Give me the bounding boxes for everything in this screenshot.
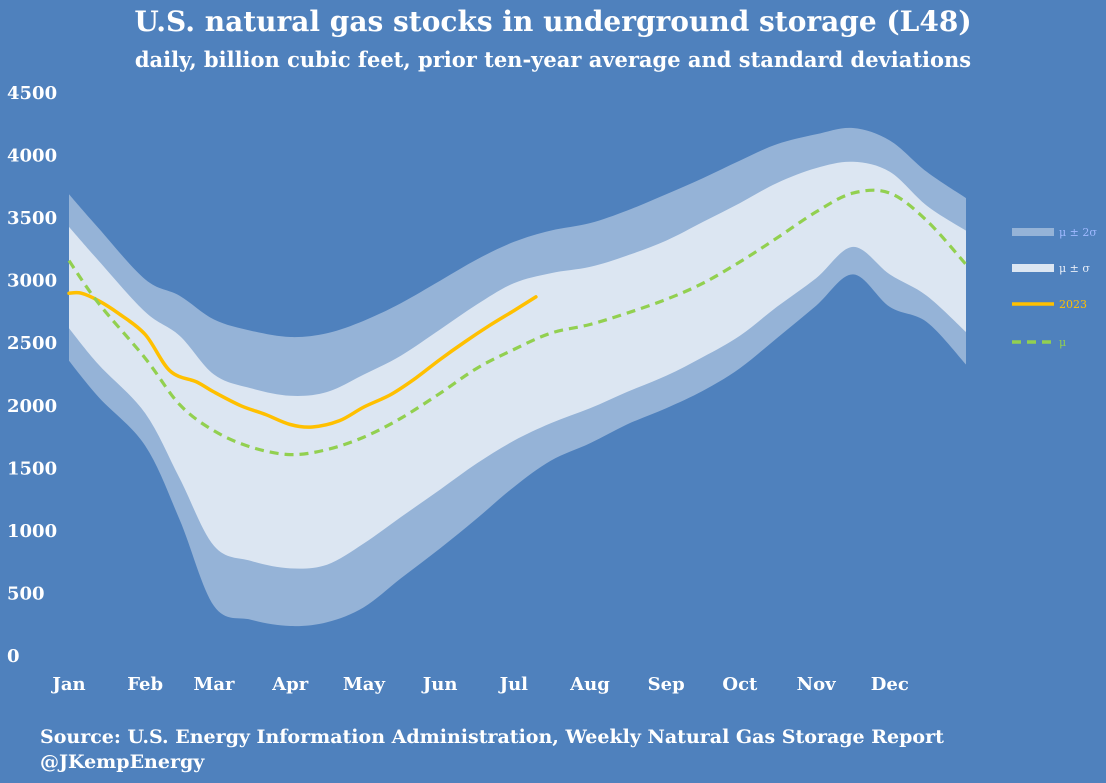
x-axis: Jan Feb Mar Apr May Jun Jul Aug Sep Oct Nov Dec [50,674,909,695]
x-tick-label: Nov [797,674,836,695]
source-note: Source: U.S. Energy Information Administ… [40,726,944,748]
y-tick-label: 2000 [7,396,57,417]
y-tick-label: 3500 [7,208,57,229]
x-tick-label: Jun [421,674,458,695]
y-tick-label: 2500 [7,333,57,354]
lines-layer [67,188,968,457]
chart-title: U.S. natural gas stocks in underground s… [134,5,971,38]
y-axis: 4500 4000 3500 3000 2500 2000 1500 1000 500 0 [7,83,57,667]
x-tick-label: Apr [271,674,309,695]
series-line-mean [67,188,968,457]
bands-layer [69,127,966,627]
legend-label: 2023 [1059,298,1087,311]
legend-label: μ ± 2σ [1059,226,1097,239]
credit-note: @JKempEnergy [40,751,205,773]
legend-label: μ [1059,336,1066,349]
y-tick-label: 1500 [7,458,57,479]
x-tick-label: Dec [871,674,909,695]
legend-swatch [1012,264,1054,272]
x-tick-label: Jul [498,674,529,695]
x-tick-label: Oct [722,674,758,695]
x-tick-label: Jan [50,674,85,695]
y-tick-label: 4500 [7,83,57,104]
x-tick-label: Feb [127,674,163,695]
x-tick-label: Mar [193,674,235,695]
y-tick-label: 0 [7,646,20,667]
y-tick-label: 4000 [7,146,57,167]
series-line-2023 [67,290,538,429]
legend-swatch [1012,228,1054,236]
y-tick-label: 500 [7,583,45,604]
y-tick-label: 3000 [7,271,57,292]
legend: μ ± 2σ μ ± σ 2023 μ [1012,226,1097,349]
x-tick-label: May [343,674,386,695]
x-tick-label: Sep [648,674,685,695]
y-tick-label: 1000 [7,521,57,542]
legend-label: μ ± σ [1059,262,1090,275]
chart-subtitle: daily, billion cubic feet, prior ten-yea… [135,47,971,72]
band-one-sigma [69,161,966,569]
x-tick-label: Aug [569,674,610,695]
